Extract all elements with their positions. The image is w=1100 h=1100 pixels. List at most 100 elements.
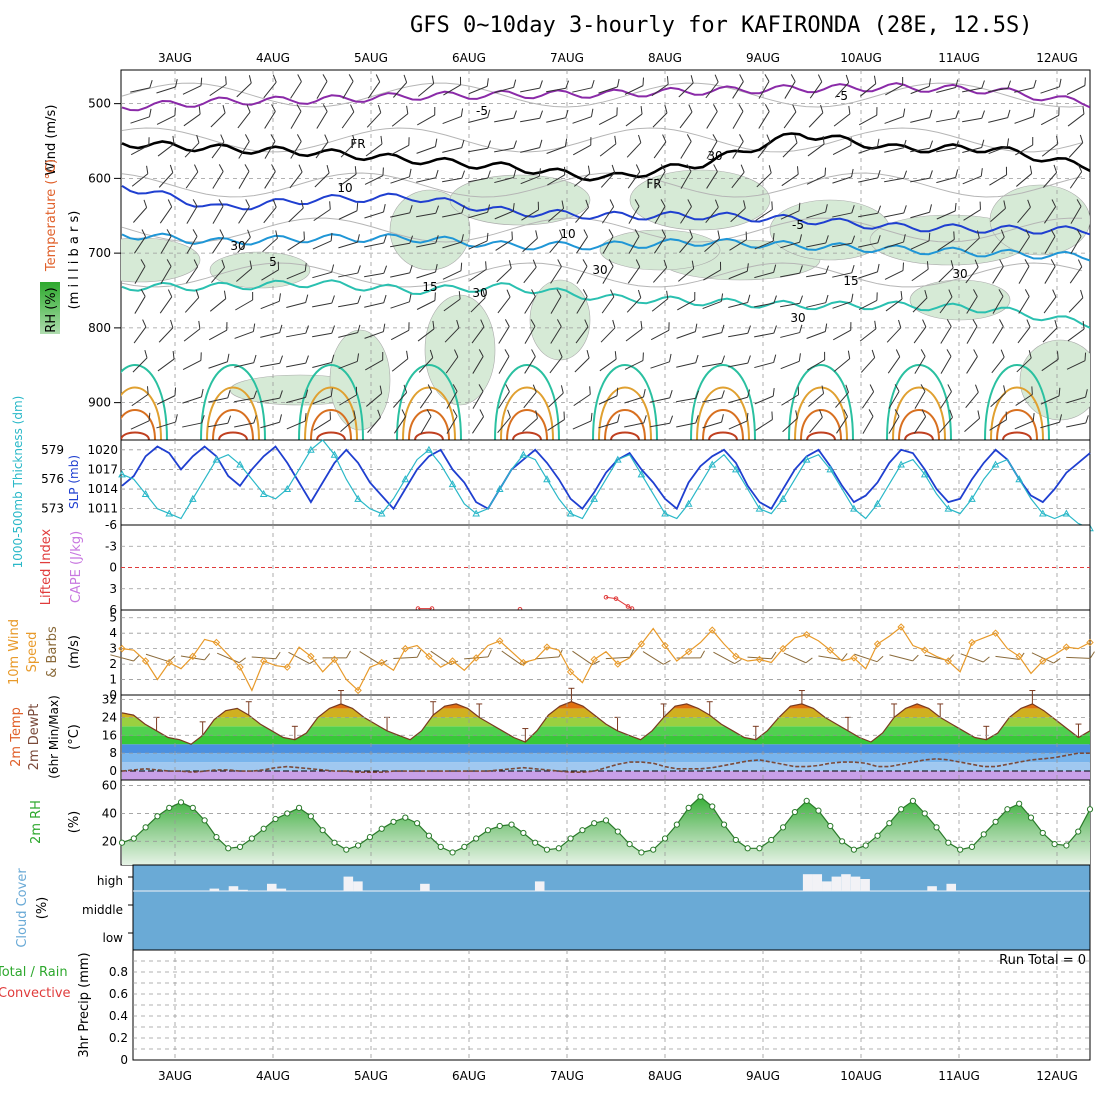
wind-barb [832,293,854,309]
wind-barb [1040,387,1061,405]
wind-barb [1068,289,1084,313]
rh-contour [209,251,311,289]
wind-barb [365,135,383,157]
precip-panel: 0 0.2 0.4 0.6 0.8 3hr Precip (mm) Total / Ra… [0,949,1091,1067]
rh-point [838,838,846,845]
thickness-point [732,465,740,473]
wind-barb [442,139,465,153]
rh-point [402,814,409,821]
wind-barb [575,319,589,344]
cloud-bar [353,881,363,891]
wind-barb [264,104,276,129]
isotherm-diurnal [690,364,756,440]
wind-barb [468,232,489,250]
rh-point [366,834,374,841]
wind-barb [624,415,647,428]
wind-barb [1014,79,1037,93]
wind-barb [704,230,721,252]
contour-label: FR [646,177,661,191]
wind-barb [157,135,175,157]
cloud-panel: high middle low Cloud Cover (%) [15,864,1091,951]
wind-barb [549,349,563,374]
wind-barb-10m [1066,651,1095,659]
isotherm-diurnal [702,409,744,440]
wind-barb [858,205,882,218]
wind-barb [1066,77,1086,95]
rh-point [815,807,822,814]
wind-barb [1040,414,1063,429]
rh-contour [121,217,1083,243]
rh-point [225,845,232,852]
rh-point [449,849,456,856]
wind-barb [524,289,536,314]
tick-label: 3 [109,582,117,596]
run-total: Run Total = 0 [999,953,1086,968]
date-label-top: 10AUG [840,51,882,65]
wind-speed-point [307,652,315,661]
wind-barb [1015,386,1033,406]
tick-label: 5 [109,611,117,625]
wind-barb [732,74,744,99]
thickness-point [495,484,504,493]
wind-barb [156,414,178,429]
rh-contour [389,189,471,271]
isotherm-diurnal [500,386,554,440]
wind-speed-point [873,640,882,648]
rh-point [284,810,291,817]
wind-barb-10m [713,651,742,665]
rh-point [166,804,173,811]
wind-barb [601,289,615,314]
isotherm [121,279,1090,329]
contour-label: 15 [422,280,437,294]
thickness-point [897,460,905,468]
wind-barb [913,319,927,344]
wind-barb [858,107,878,126]
wind-barb [1040,78,1062,94]
wind-barb [754,295,777,308]
wind-barb [755,411,773,431]
wind-barb [598,387,619,405]
wind-barb [574,350,590,373]
wind-barb [338,353,360,370]
wind-barb [861,384,875,409]
wind-barb [806,235,829,248]
thickness-point [991,460,1000,468]
wind-barb [234,415,257,428]
wind-barb [782,134,798,158]
wind-barb [160,259,172,284]
wind-barb [598,107,618,126]
wind-barb [936,110,959,123]
wind-speed-point [590,655,598,664]
thickness-point [826,465,835,473]
wind-barb [130,108,152,124]
wind-barb [913,409,927,434]
tick-label: 0 [120,1053,128,1067]
rh-contour [769,199,891,261]
slp-frame [120,439,1091,526]
wind-barb [650,390,673,403]
rh-point [473,835,480,842]
tick-label: 500 [88,97,111,111]
isotherm-diurnal [512,431,542,440]
thickness-point [802,455,811,463]
temp-ylabel-2: 2m DewPt [27,704,42,771]
wind-barb [316,104,328,129]
wind-barb [442,170,466,183]
rh-panel: 20 40 60 2m RH (%) [29,779,1094,866]
wind-barb [235,291,254,311]
wind-barb-10m [818,653,848,661]
wind-barb [784,74,796,99]
wind-barb [134,289,146,314]
date-label-top: 5AUG [354,51,388,65]
wind-barb-10m [783,652,813,664]
wind-speed-point [212,638,221,647]
rh-point [213,834,220,841]
wind-barb [498,384,510,409]
wind-barb [702,324,725,338]
temp-band [122,762,1090,772]
wind-barb [494,110,517,123]
wind-barb [442,234,464,249]
rh-contour [909,279,1011,321]
wind-barb [936,140,959,153]
